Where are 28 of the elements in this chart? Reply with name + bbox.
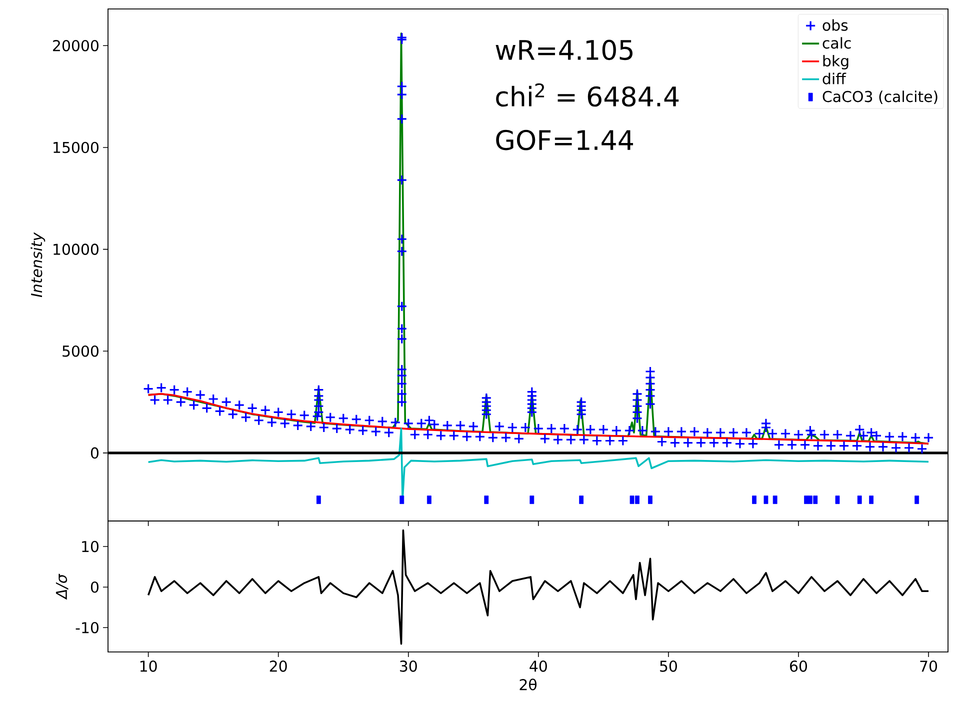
- annotation: GOF=1.44: [496, 130, 634, 150]
- y-tick-label: 10: [82, 540, 98, 552]
- line-series: [147, 393, 930, 444]
- legend-label: calc: [822, 37, 851, 49]
- y-tick-label: 5000: [62, 345, 98, 357]
- y-axis-title: Intensity: [30, 232, 46, 298]
- y-axis-title: Δ/σ: [56, 574, 68, 600]
- x-tick-label: 70: [920, 660, 938, 672]
- y-tick-label: 0: [90, 447, 98, 459]
- x-tick-label: 60: [790, 660, 807, 672]
- y-tick-label: 0: [90, 581, 98, 593]
- legend-label: CaCO3 (calcite): [822, 90, 938, 104]
- legend-label: bkg: [823, 54, 848, 70]
- y-tick-label: 15000: [54, 142, 98, 154]
- annotation: chi$^{2}$ = 6484.4: [496, 83, 679, 107]
- x-axis-title: 2θ: [520, 678, 537, 690]
- line-series: [147, 529, 930, 645]
- annotation: wR=4.105: [496, 40, 632, 60]
- x-tick-label: 20: [270, 660, 287, 672]
- x-tick-label: 50: [660, 660, 677, 672]
- legend-label: diff: [822, 72, 846, 84]
- legend-label: obs: [822, 19, 848, 31]
- x-tick-label: 40: [530, 660, 547, 672]
- x-tick-label: 10: [140, 660, 157, 672]
- y-tick-label: -10: [76, 622, 98, 634]
- x-tick-label: 30: [400, 660, 417, 672]
- y-tick-label: 10000: [54, 244, 98, 255]
- y-tick-label: 20000: [53, 40, 98, 52]
